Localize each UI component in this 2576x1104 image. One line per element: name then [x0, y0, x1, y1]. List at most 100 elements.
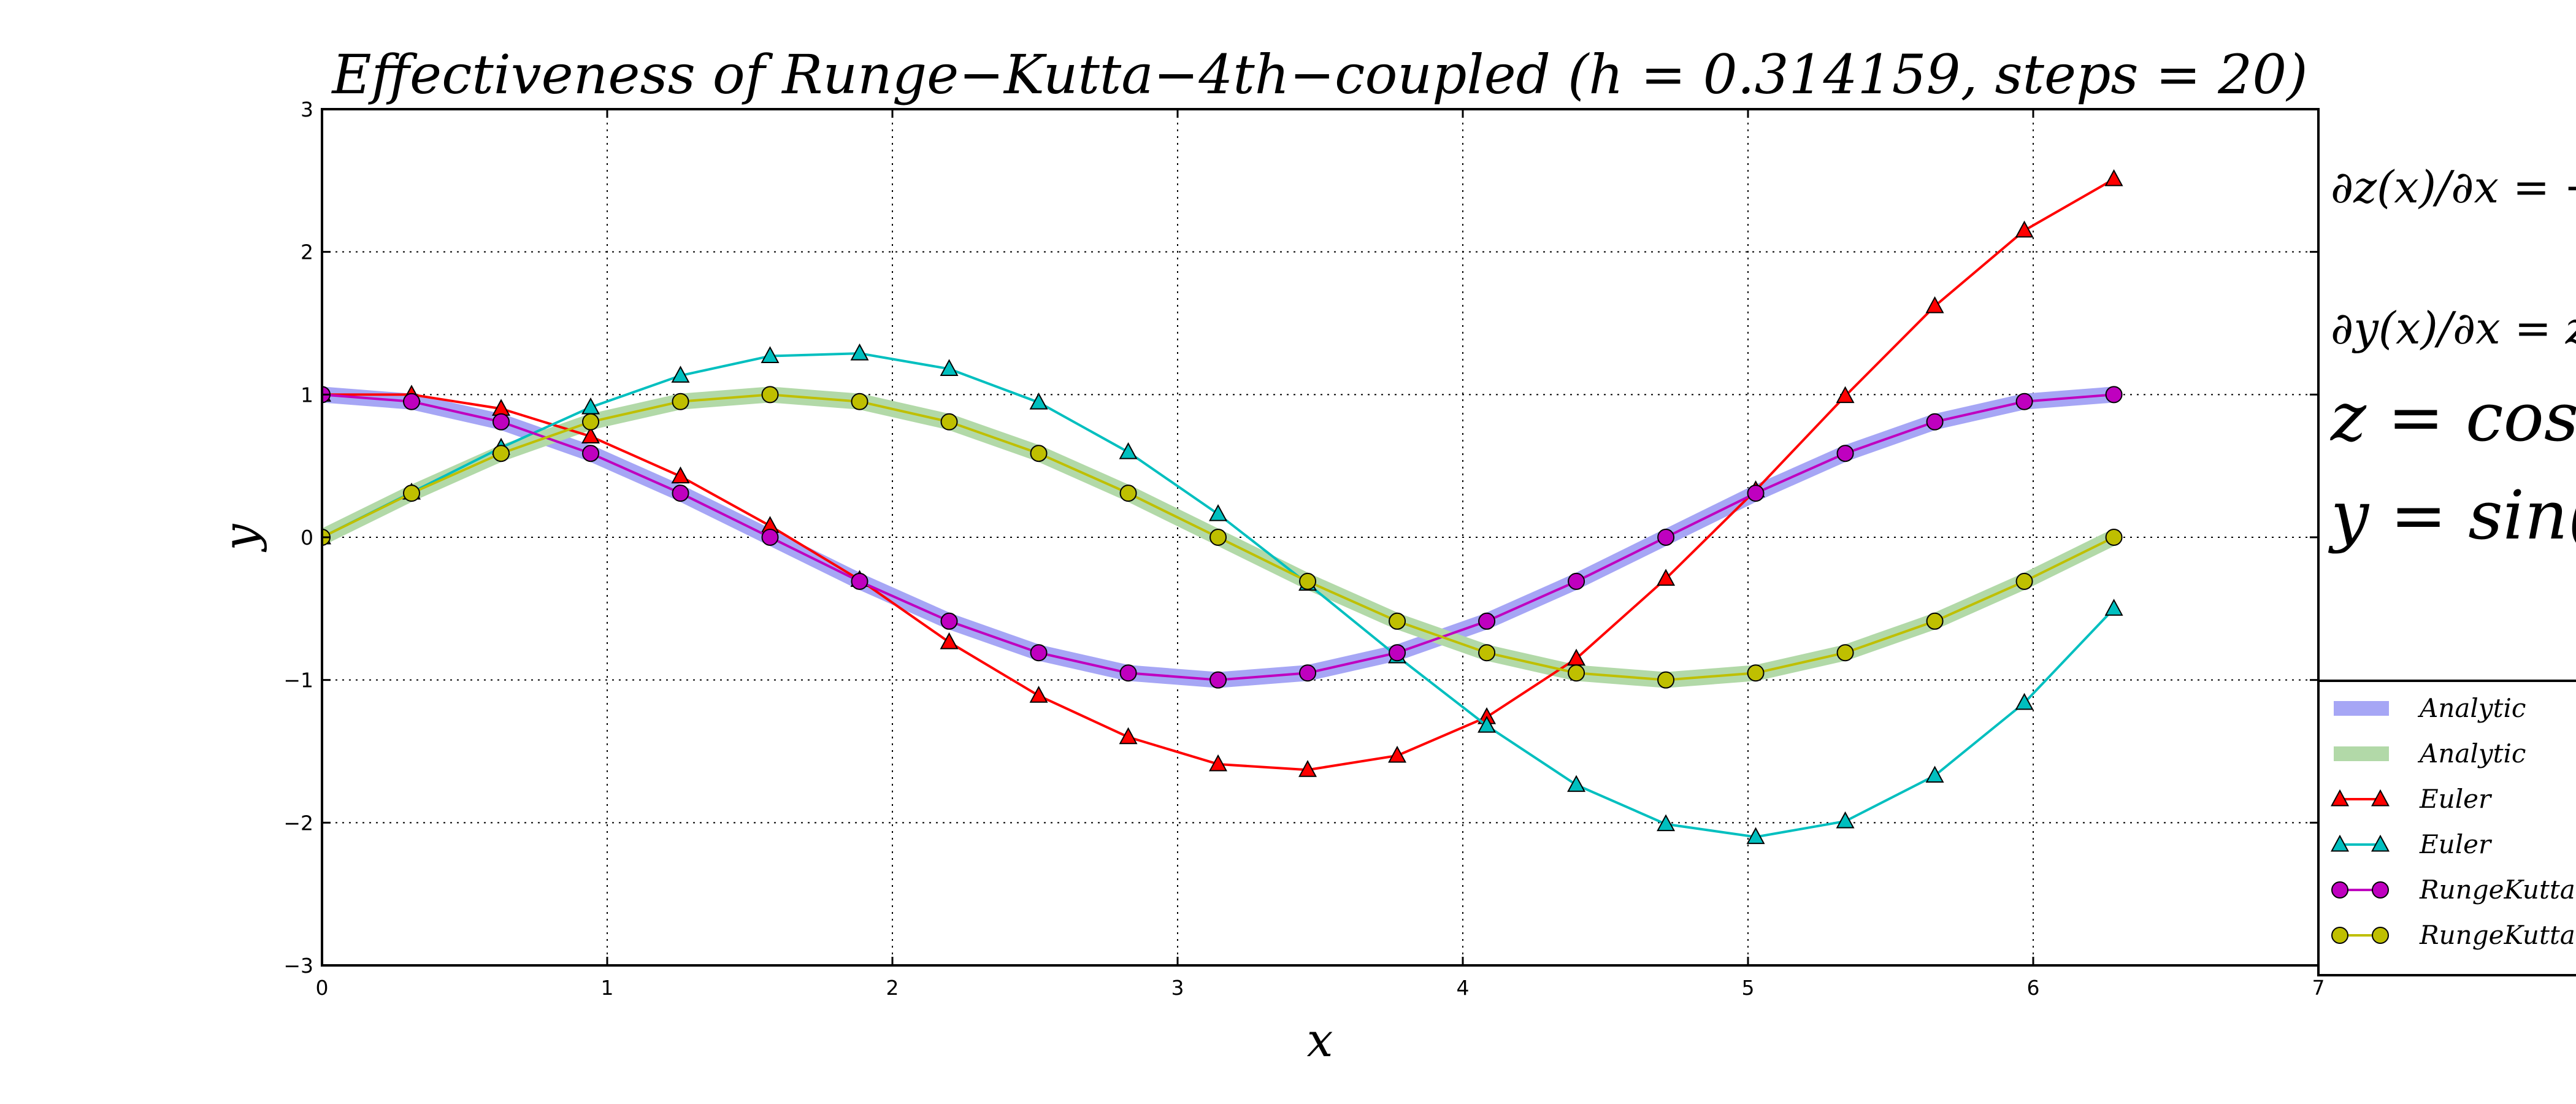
- equation-panel: ∂z(x)/∂x = − ∂y(x)/∂x = z z = cos(x y = …: [2328, 161, 2576, 554]
- legend-box: [2317, 680, 2576, 976]
- legend-label: Analytic: [2417, 738, 2526, 769]
- x-axis-label: x: [1307, 1013, 1333, 1067]
- legend-label: RungeKutta: [2419, 875, 2575, 905]
- data-point: [1119, 442, 1138, 459]
- legend-marker: [2372, 927, 2389, 944]
- y-axis-label: y: [213, 523, 267, 552]
- legend-entry: RungeKutta: [2331, 875, 2575, 905]
- data-point: [2105, 386, 2123, 404]
- data-point: [1747, 664, 1765, 682]
- series-layer: [322, 169, 2123, 845]
- equation-2: ∂y(x)/∂x = z: [2331, 302, 2576, 354]
- data-point: [1030, 644, 1048, 662]
- legend-marker: [2331, 789, 2349, 807]
- data-point: [1209, 754, 1228, 772]
- data-point: [1029, 393, 1048, 410]
- equation-3: z = cos(x: [2329, 378, 2576, 456]
- data-point: [1657, 814, 1676, 832]
- data-point: [1657, 671, 1675, 689]
- y-tick-label: −3: [283, 954, 313, 978]
- legend-marker: [2372, 881, 2389, 899]
- data-point: [1209, 529, 1227, 546]
- x-tick-label: 0: [316, 976, 329, 1000]
- data-point: [1568, 664, 1585, 682]
- data-point: [1209, 504, 1228, 521]
- data-point: [2104, 169, 2123, 186]
- y-tick-label: 0: [301, 526, 313, 550]
- data-point: [2015, 692, 2034, 710]
- legend-entry: Analytic: [2334, 693, 2526, 723]
- legend: Analytic Analytic Euler Euler RungeKutta Rung…: [2317, 680, 2576, 976]
- data-point: [493, 445, 510, 462]
- data-point: [2015, 393, 2033, 410]
- grid-lines: [322, 109, 2318, 965]
- data-point: [761, 529, 779, 546]
- data-point: [940, 612, 958, 630]
- data-point: [850, 343, 869, 361]
- legend-label: RungeKutta: [2419, 920, 2575, 950]
- data-point: [581, 426, 600, 444]
- data-point: [761, 386, 779, 404]
- legend-marker: [2331, 881, 2348, 899]
- y-tick-label: 2: [301, 240, 313, 264]
- data-point: [940, 359, 959, 376]
- x-tick-label: 4: [1457, 976, 1470, 1000]
- y-tick-label: −1: [283, 669, 313, 692]
- legend-entry: RungeKutta: [2331, 920, 2575, 950]
- data-point: [1389, 612, 1406, 630]
- legend-swatch: [2334, 701, 2389, 716]
- data-point: [851, 572, 868, 590]
- equation-1: ∂z(x)/∂x = −: [2331, 161, 2576, 213]
- data-point: [1836, 445, 1854, 462]
- legend-marker: [2331, 927, 2348, 944]
- data-point: [671, 366, 690, 383]
- legend-entry: Euler: [2331, 829, 2493, 859]
- x-tick-label: 2: [886, 976, 899, 1000]
- data-point: [1836, 644, 1854, 662]
- data-point: [1478, 612, 1496, 630]
- y-tick-label: 1: [301, 383, 313, 407]
- equation-4: y = sin(x: [2328, 476, 2576, 554]
- data-point: [582, 413, 600, 431]
- data-point: [1836, 386, 1855, 404]
- x-tick-label: 1: [601, 976, 614, 1000]
- plot-frame: [321, 108, 2320, 967]
- data-point: [493, 413, 510, 431]
- legend-entry: Analytic: [2334, 738, 2526, 769]
- data-point: [1836, 811, 1855, 829]
- legend-label: Euler: [2419, 829, 2493, 859]
- data-point: [1925, 765, 1944, 783]
- legend-label: Analytic: [2417, 693, 2526, 723]
- axis-ticks: 0 1 2 3 4 5 6 7 −3 −2 −1 0 1 2 3: [283, 98, 2325, 1000]
- data-point: [1299, 572, 1317, 590]
- data-point: [1747, 485, 1765, 502]
- data-point: [1119, 664, 1137, 682]
- data-point: [2015, 220, 2034, 238]
- legend-label: Euler: [2419, 784, 2493, 814]
- data-point: [1209, 671, 1227, 689]
- data-point: [1926, 612, 1944, 630]
- data-point: [1388, 745, 1407, 763]
- x-tick-label: 3: [1171, 976, 1184, 1000]
- legend-entry: Euler: [2331, 784, 2493, 814]
- data-point: [1478, 644, 1496, 662]
- data-point: [1030, 445, 1048, 462]
- data-point: [851, 393, 868, 410]
- data-point: [1568, 572, 1585, 590]
- y-tick-label: 3: [301, 98, 313, 121]
- data-point: [1119, 727, 1138, 745]
- x-tick-label: 7: [2312, 976, 2325, 1000]
- x-tick-label: 5: [1742, 976, 1755, 1000]
- data-point: [1657, 529, 1675, 546]
- chart-title: Effectiveness of Runge−Kutta−4th−coupled…: [331, 43, 2307, 106]
- legend-marker: [2331, 834, 2349, 852]
- series-5: [322, 386, 2123, 689]
- data-point: [671, 466, 690, 484]
- data-point: [1389, 644, 1406, 662]
- data-point: [1925, 296, 1944, 313]
- data-point: [1478, 716, 1497, 733]
- data-point: [403, 485, 421, 502]
- data-point: [1926, 413, 1944, 431]
- x-tick-label: 6: [2027, 976, 2040, 1000]
